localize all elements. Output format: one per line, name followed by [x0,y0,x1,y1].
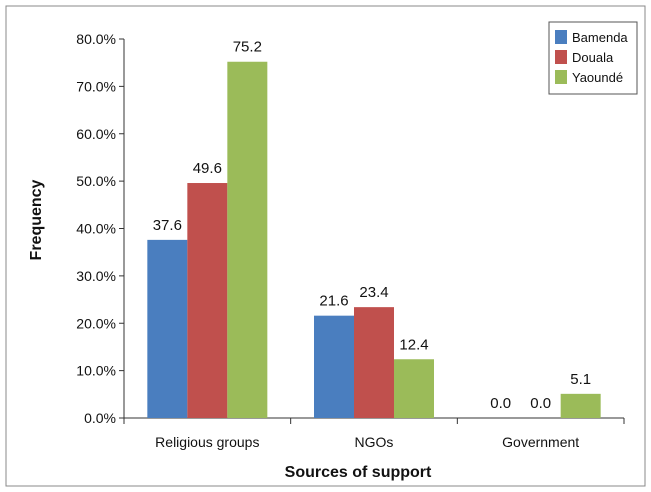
y-tick-label: 70.0% [76,78,116,94]
bar-douala [354,307,394,418]
legend-label: Douala [572,50,614,65]
x-axis-title: Sources of support [285,464,432,481]
bar-yaound- [560,393,601,418]
data-label: 23.4 [359,284,388,301]
data-label: 21.6 [319,293,348,310]
plot-area: 0.0% 10.0% 20.0% 30.0% 40.0% 50.0% 60.0% 70.0% 8… [76,31,625,450]
y-tick-label: 80.0% [76,31,116,47]
data-label: 5.1 [570,371,591,388]
data-label: 0.0 [530,395,551,412]
legend: Bamenda Douala Yaoundé [548,21,638,95]
bar-yaound- [227,61,268,419]
data-label: 12.4 [399,336,428,353]
x-tick-label: Government [502,434,579,450]
x-tick-label: NGOs [355,434,394,450]
legend-label: Yaoundé [572,70,623,85]
y-tick-label: 40.0% [76,221,116,237]
bar-bamenda [314,315,354,418]
data-label: 0.0 [490,395,511,412]
bar-douala [187,183,228,418]
legend-swatch [555,30,567,44]
data-label: 37.6 [153,217,182,234]
legend-label: Bamenda [572,30,628,45]
legend-swatch [555,50,567,64]
data-label: 49.6 [193,160,222,177]
y-tick-label: 50.0% [76,173,116,189]
x-tick-label: Religious groups [155,434,259,450]
y-tick-label: 60.0% [76,126,116,142]
y-tick-label: 0.0% [84,410,116,426]
bar-bamenda [147,239,188,418]
y-axis-title: Frequency [28,179,45,260]
legend-swatch [555,70,567,84]
data-label: 75.2 [233,39,262,56]
bar-yaound- [394,359,434,418]
y-tick-label: 30.0% [76,268,116,284]
y-tick-label: 20.0% [76,315,116,331]
y-tick-label: 10.0% [76,363,116,379]
